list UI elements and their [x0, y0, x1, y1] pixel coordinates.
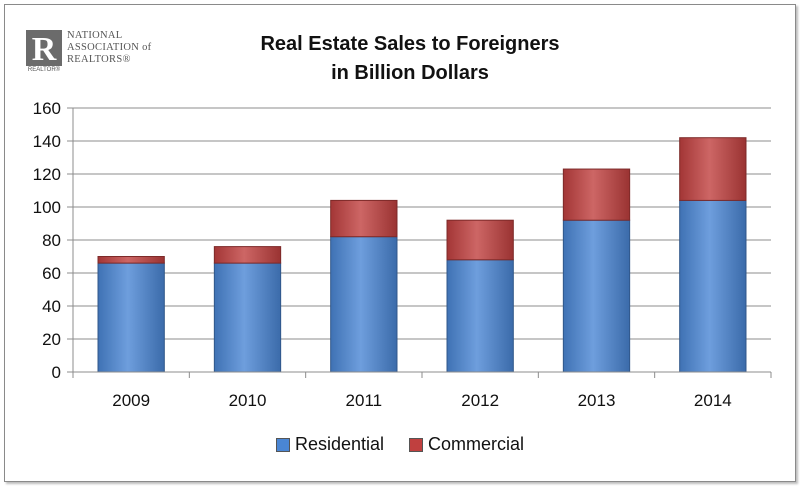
chart-title-line-2: in Billion Dollars: [331, 62, 489, 84]
y-tick-label-0: 0: [52, 363, 61, 382]
legend-swatch-residential: [275, 437, 290, 452]
bar-residential-2010: [213, 262, 282, 373]
bar-residential-2013: [562, 219, 631, 373]
bar-commercial-2014: [679, 137, 747, 201]
x-tick-label-2014: 2014: [694, 391, 732, 410]
svg-text:R: R: [32, 31, 57, 68]
bar-residential-2012: [446, 259, 514, 373]
legend-label-commercial: Commercial: [428, 434, 525, 454]
bar-commercial-2011: [330, 199, 398, 238]
x-tick-label-2010: 2010: [229, 391, 267, 410]
legend-swatch-commercial: [409, 437, 424, 452]
legend-item-commercial: Commercial: [409, 434, 524, 455]
realtor-r-logo-icon: R: [26, 30, 62, 68]
x-tick-label-2009: 2009: [112, 391, 150, 410]
legend: Residential Commercial: [0, 434, 800, 457]
nar-logo: R REALTOR® NATIONAL ASSOCIATION of REALT…: [26, 30, 176, 76]
y-tick-label-80: 80: [42, 231, 61, 250]
y-tick-label-40: 40: [42, 297, 61, 316]
chart-frame: [4, 4, 796, 482]
bar-residential-2011: [330, 236, 398, 373]
bar-residential-2009: [97, 262, 165, 373]
x-tick-label-2013: 2013: [578, 391, 616, 410]
bar-commercial-2009: [97, 256, 165, 264]
y-tick-label-160: 160: [33, 99, 61, 118]
bar-commercial-2013: [562, 168, 631, 221]
chart-title-line-1: Real Estate Sales to Foreigners: [260, 33, 560, 55]
logo-wordmark: NATIONAL ASSOCIATION of REALTORS®: [67, 30, 152, 65]
y-tick-label-20: 20: [42, 330, 61, 349]
legend-label-residential: Residential: [294, 434, 385, 454]
y-tick-label-100: 100: [33, 198, 61, 217]
x-tick-label-2012: 2012: [461, 391, 499, 410]
y-tick-label-140: 140: [33, 132, 61, 151]
bar-commercial-2010: [213, 246, 282, 264]
legend-item-residential: Residential: [275, 434, 385, 455]
bar-commercial-2012: [446, 219, 514, 261]
x-tick-label-2011: 2011: [346, 391, 383, 410]
bar-residential-2014: [679, 199, 747, 373]
y-tick-label-120: 120: [33, 165, 61, 184]
chart-title: Real Estate Sales to Foreigners in Billi…: [180, 30, 640, 88]
y-tick-label-60: 60: [42, 264, 61, 283]
logo-sub-label: REALTOR®: [27, 67, 61, 73]
